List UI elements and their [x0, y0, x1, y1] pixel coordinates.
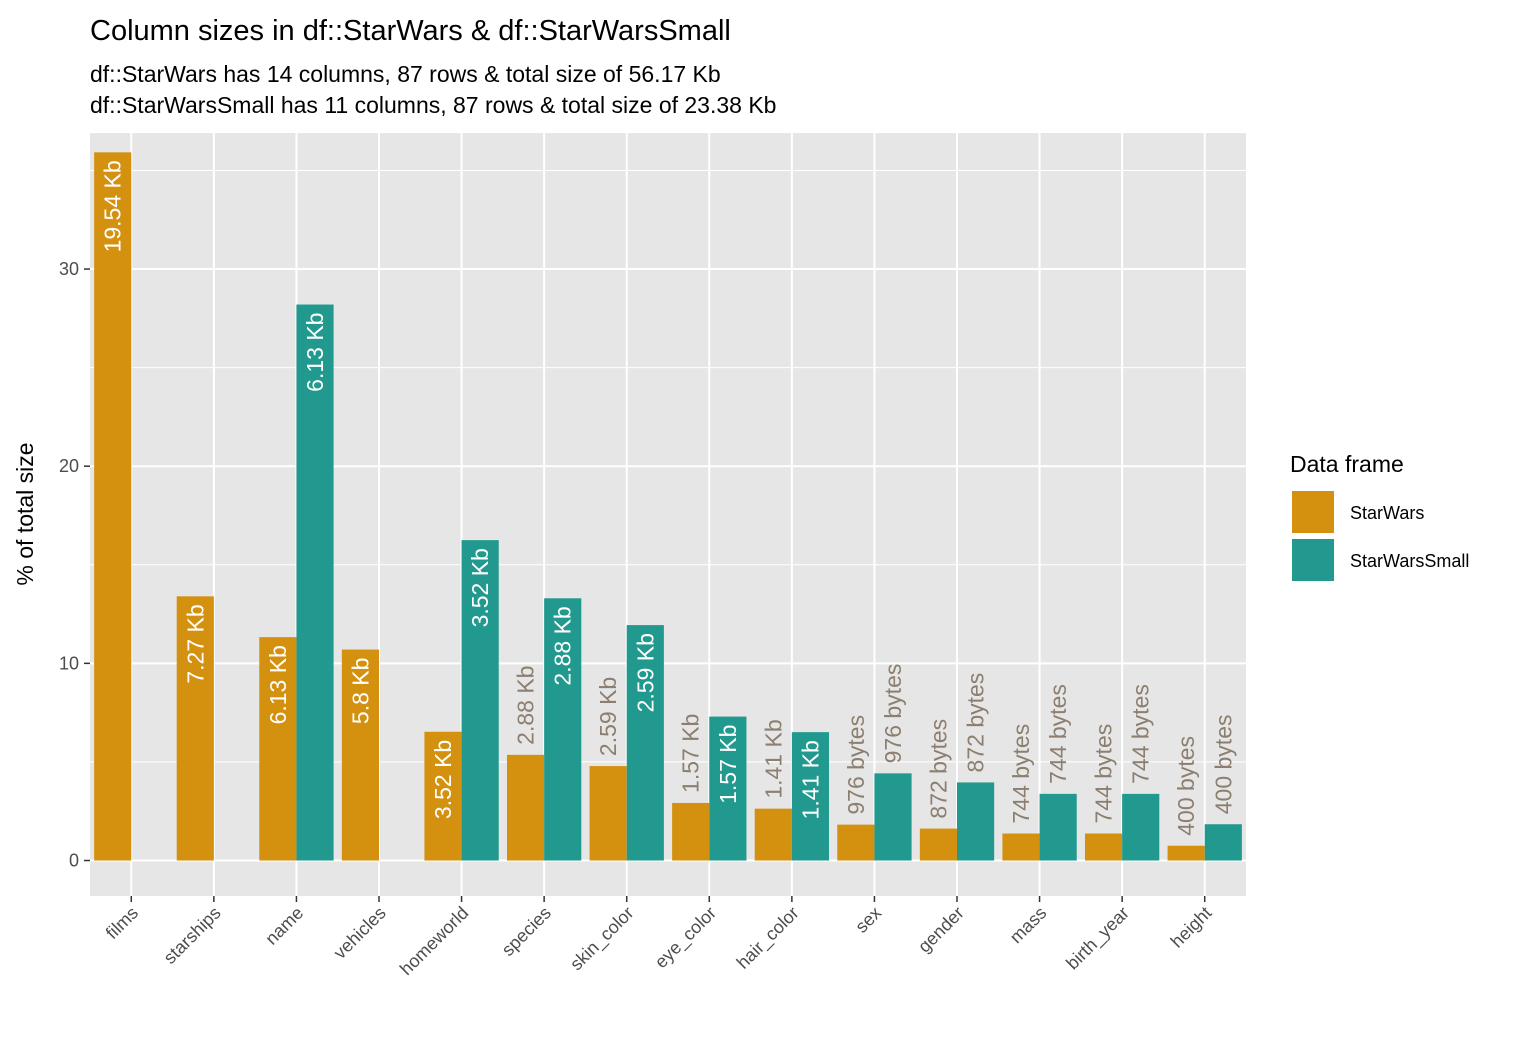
x-tick-label-vehicles: vehicles — [330, 903, 390, 963]
x-tick-label-skin-color: skin_color — [566, 903, 638, 975]
bar-starwars-homeworld — [424, 731, 462, 861]
chart-subtitle-line-2: df::StarWarsSmall has 11 columns, 87 row… — [90, 92, 776, 118]
y-tick-label: 30 — [59, 259, 79, 279]
bar-label-starwarssmall-species: 2.88 Kb — [550, 606, 576, 685]
bar-starwarssmall-sex — [874, 773, 912, 861]
bar-label-starwarssmall-hair-color: 1.41 Kb — [797, 740, 823, 819]
legend-label-starwarssmall: StarWarsSmall — [1350, 551, 1469, 571]
bar-starwarssmall-eye-color — [709, 716, 747, 861]
x-tick-label-starships: starships — [160, 903, 225, 968]
bar-starwars-birth-year — [1084, 833, 1123, 861]
bar-label-starwars-hair-color: 1.41 Kb — [760, 719, 786, 798]
legend-key-starwarssmall — [1292, 539, 1334, 581]
bar-label-starwars-sex: 976 bytes — [843, 715, 869, 815]
bar-label-starwars-homeworld: 3.52 Kb — [430, 740, 456, 819]
bar-label-starwarssmall-homeworld: 3.52 Kb — [467, 548, 493, 627]
x-tick-label-sex: sex — [851, 903, 885, 937]
bar-label-starwarssmall-birth-year: 744 bytes — [1128, 684, 1154, 784]
x-tick-label-species: species — [498, 903, 555, 960]
y-tick-label: 0 — [69, 851, 79, 871]
legend-label-starwars: StarWars — [1350, 503, 1424, 523]
bar-label-starwarssmall-name: 6.13 Kb — [302, 313, 328, 392]
bar-label-starwars-starships: 7.27 Kb — [182, 604, 208, 683]
bar-starwarssmall-mass — [1039, 793, 1077, 861]
bar-starwars-sex — [837, 824, 875, 861]
bar-starwars-mass — [1002, 833, 1040, 861]
chart-title: Column sizes in df::StarWars & df::StarW… — [90, 15, 731, 47]
x-tick-label-eye-color: eye_color — [651, 903, 721, 973]
bar-label-starwars-eye-color: 1.57 Kb — [678, 714, 704, 793]
x-tick-label-name: name — [261, 903, 307, 949]
x-tick-label-films: films — [102, 903, 142, 943]
x-axis: films starships name vehicles homeworld speci… — [102, 896, 1216, 979]
bar-label-starwars-name: 6.13 Kb — [265, 645, 291, 724]
bar-starwars-hair-color — [754, 808, 792, 861]
bar-label-starwars-gender: 872 bytes — [925, 719, 951, 819]
x-tick-label-birth-year: birth_year — [1062, 903, 1133, 974]
bar-starwarssmall-birth-year — [1122, 793, 1160, 861]
bar-starwars-species — [506, 754, 545, 861]
y-tick-label: 10 — [59, 653, 79, 673]
bar-labels: 19.54 Kb 7.27 Kb 6.13 Kb 5.8 Kb 3.52 Kb 2.88 … — [100, 160, 1237, 835]
bar-starwarssmall-hair-color — [791, 732, 830, 861]
bar-starwarssmall-homeworld — [461, 540, 499, 861]
x-tick-label-height: height — [1167, 903, 1216, 952]
y-tick-label: 20 — [59, 456, 79, 476]
bar-label-starwarssmall-sex: 976 bytes — [880, 664, 906, 764]
bar-label-starwarssmall-height: 400 bytes — [1210, 714, 1236, 814]
bar-starwars-height — [1167, 845, 1205, 861]
bar-starwarssmall-species — [544, 598, 582, 861]
bar-starwars-gender — [919, 828, 957, 861]
bar-label-starwars-vehicles: 5.8 Kb — [347, 658, 373, 725]
bar-label-starwars-birth-year: 744 bytes — [1091, 724, 1117, 824]
x-tick-label-homeworld: homeworld — [396, 903, 472, 979]
bar-label-starwars-species: 2.88 Kb — [513, 666, 539, 745]
bar-label-starwars-skin-color: 2.59 Kb — [595, 677, 621, 756]
y-axis: 0 10 20 30 — [59, 259, 90, 871]
bar-label-starwars-height: 400 bytes — [1173, 736, 1199, 836]
bar-label-starwars-films: 19.54 Kb — [100, 160, 126, 252]
bar-label-starwarssmall-skin-color: 2.59 Kb — [632, 633, 658, 712]
legend-title: Data frame — [1290, 451, 1404, 477]
bar-starwarssmall-gender — [957, 782, 995, 861]
y-axis-title: % of total size — [12, 442, 38, 585]
bar-starwarssmall-height — [1204, 824, 1242, 861]
chart-subtitle-line-1: df::StarWars has 14 columns, 87 rows & t… — [90, 61, 721, 87]
bar-starwarssmall-skin-color — [626, 625, 664, 861]
legend-key-starwars — [1292, 491, 1334, 533]
bar-starwars-name — [259, 637, 297, 861]
bar-starwars-starships — [176, 596, 214, 861]
bar-label-starwars-mass: 744 bytes — [1008, 724, 1034, 824]
legend: Data frame StarWars StarWarsSmall — [1290, 451, 1469, 581]
bar-label-starwarssmall-eye-color: 1.57 Kb — [715, 725, 741, 804]
bar-starwars-vehicles — [341, 649, 379, 861]
bar-label-starwarssmall-gender: 872 bytes — [963, 673, 989, 773]
bar-starwars-eye-color — [672, 802, 710, 861]
bar-starwars-skin-color — [589, 766, 627, 861]
bar-starwarssmall-name — [296, 304, 334, 861]
x-tick-label-hair-color: hair_color — [733, 903, 804, 974]
bar-starwars-films — [94, 152, 132, 861]
bar-label-starwarssmall-mass: 744 bytes — [1045, 684, 1071, 784]
x-tick-label-gender: gender — [914, 903, 968, 957]
bars — [94, 152, 1242, 861]
x-tick-label-mass: mass — [1006, 903, 1051, 948]
